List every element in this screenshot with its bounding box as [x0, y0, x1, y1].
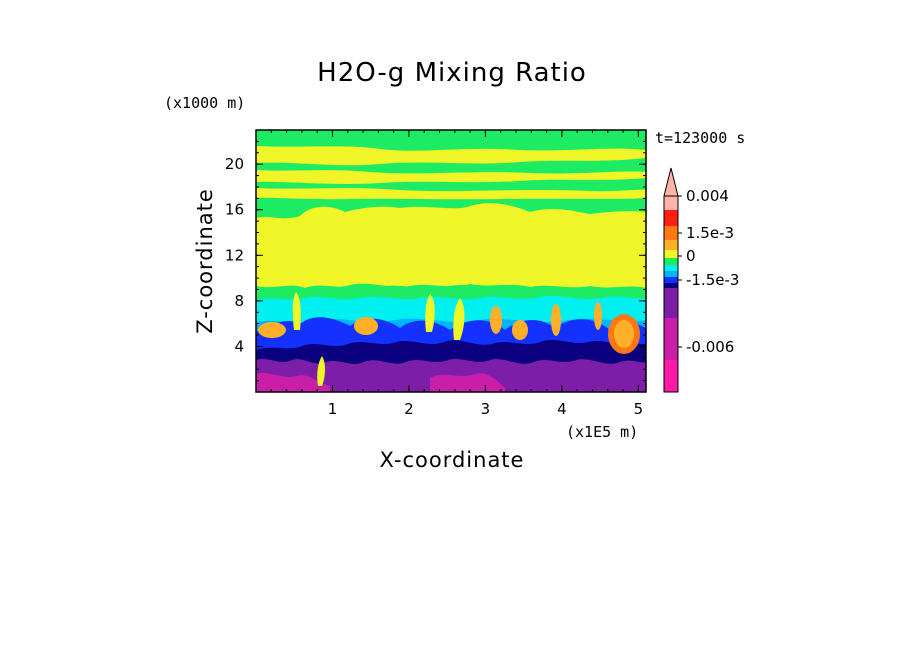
- colorbar-swatch: [664, 258, 678, 265]
- colorbar-label: -1.5e-3: [686, 271, 739, 289]
- colorbar-swatch: [664, 265, 678, 271]
- colorbar-swatch: [664, 283, 678, 288]
- colorbar-swatch: [664, 226, 678, 240]
- y-tick-label: 16: [225, 201, 244, 219]
- colorbar-top-arrow: [664, 168, 678, 196]
- y-tick-label: 12: [225, 246, 244, 264]
- x-tick-label: 2: [404, 400, 414, 418]
- x-tick-label: 5: [634, 400, 644, 418]
- contour-orange-blob: [490, 306, 502, 334]
- colorbar-swatch: [664, 277, 678, 283]
- contour-main-yellow: [256, 203, 646, 295]
- colorbar-swatch: [664, 288, 678, 318]
- colorbar-swatch: [664, 240, 678, 250]
- contour-orange-blob: [354, 317, 378, 335]
- x-tick-label: 3: [481, 400, 491, 418]
- colorbar-swatch: [664, 250, 678, 258]
- x-tick-label: 1: [328, 400, 338, 418]
- contour-orange-blob: [551, 304, 561, 336]
- colorbar-swatch: [664, 318, 678, 360]
- colorbar: 0.004 1.5e-3 0 -1.5e-3 -0.006: [664, 168, 739, 392]
- colorbar-label: 0: [686, 247, 696, 265]
- colorbar-swatch: [664, 210, 678, 226]
- contour-orange-blob: [594, 302, 602, 330]
- colorbar-swatch: [664, 271, 678, 277]
- contour-orange-blob: [614, 320, 634, 348]
- colorbar-swatch: [664, 360, 678, 392]
- contour-field: [256, 130, 646, 392]
- y-tick-label: 8: [234, 292, 244, 310]
- x-tick-label: 4: [557, 400, 567, 418]
- contour-orange-blob: [512, 320, 528, 340]
- colorbar-label: 1.5e-3: [686, 224, 734, 242]
- y-tick-label: 4: [234, 337, 244, 355]
- colorbar-label: -0.006: [686, 338, 734, 356]
- contour-orange-blob: [258, 322, 286, 338]
- colorbar-swatch: [664, 196, 678, 210]
- colorbar-label: 0.004: [686, 187, 729, 205]
- y-tick-label: 20: [225, 155, 244, 173]
